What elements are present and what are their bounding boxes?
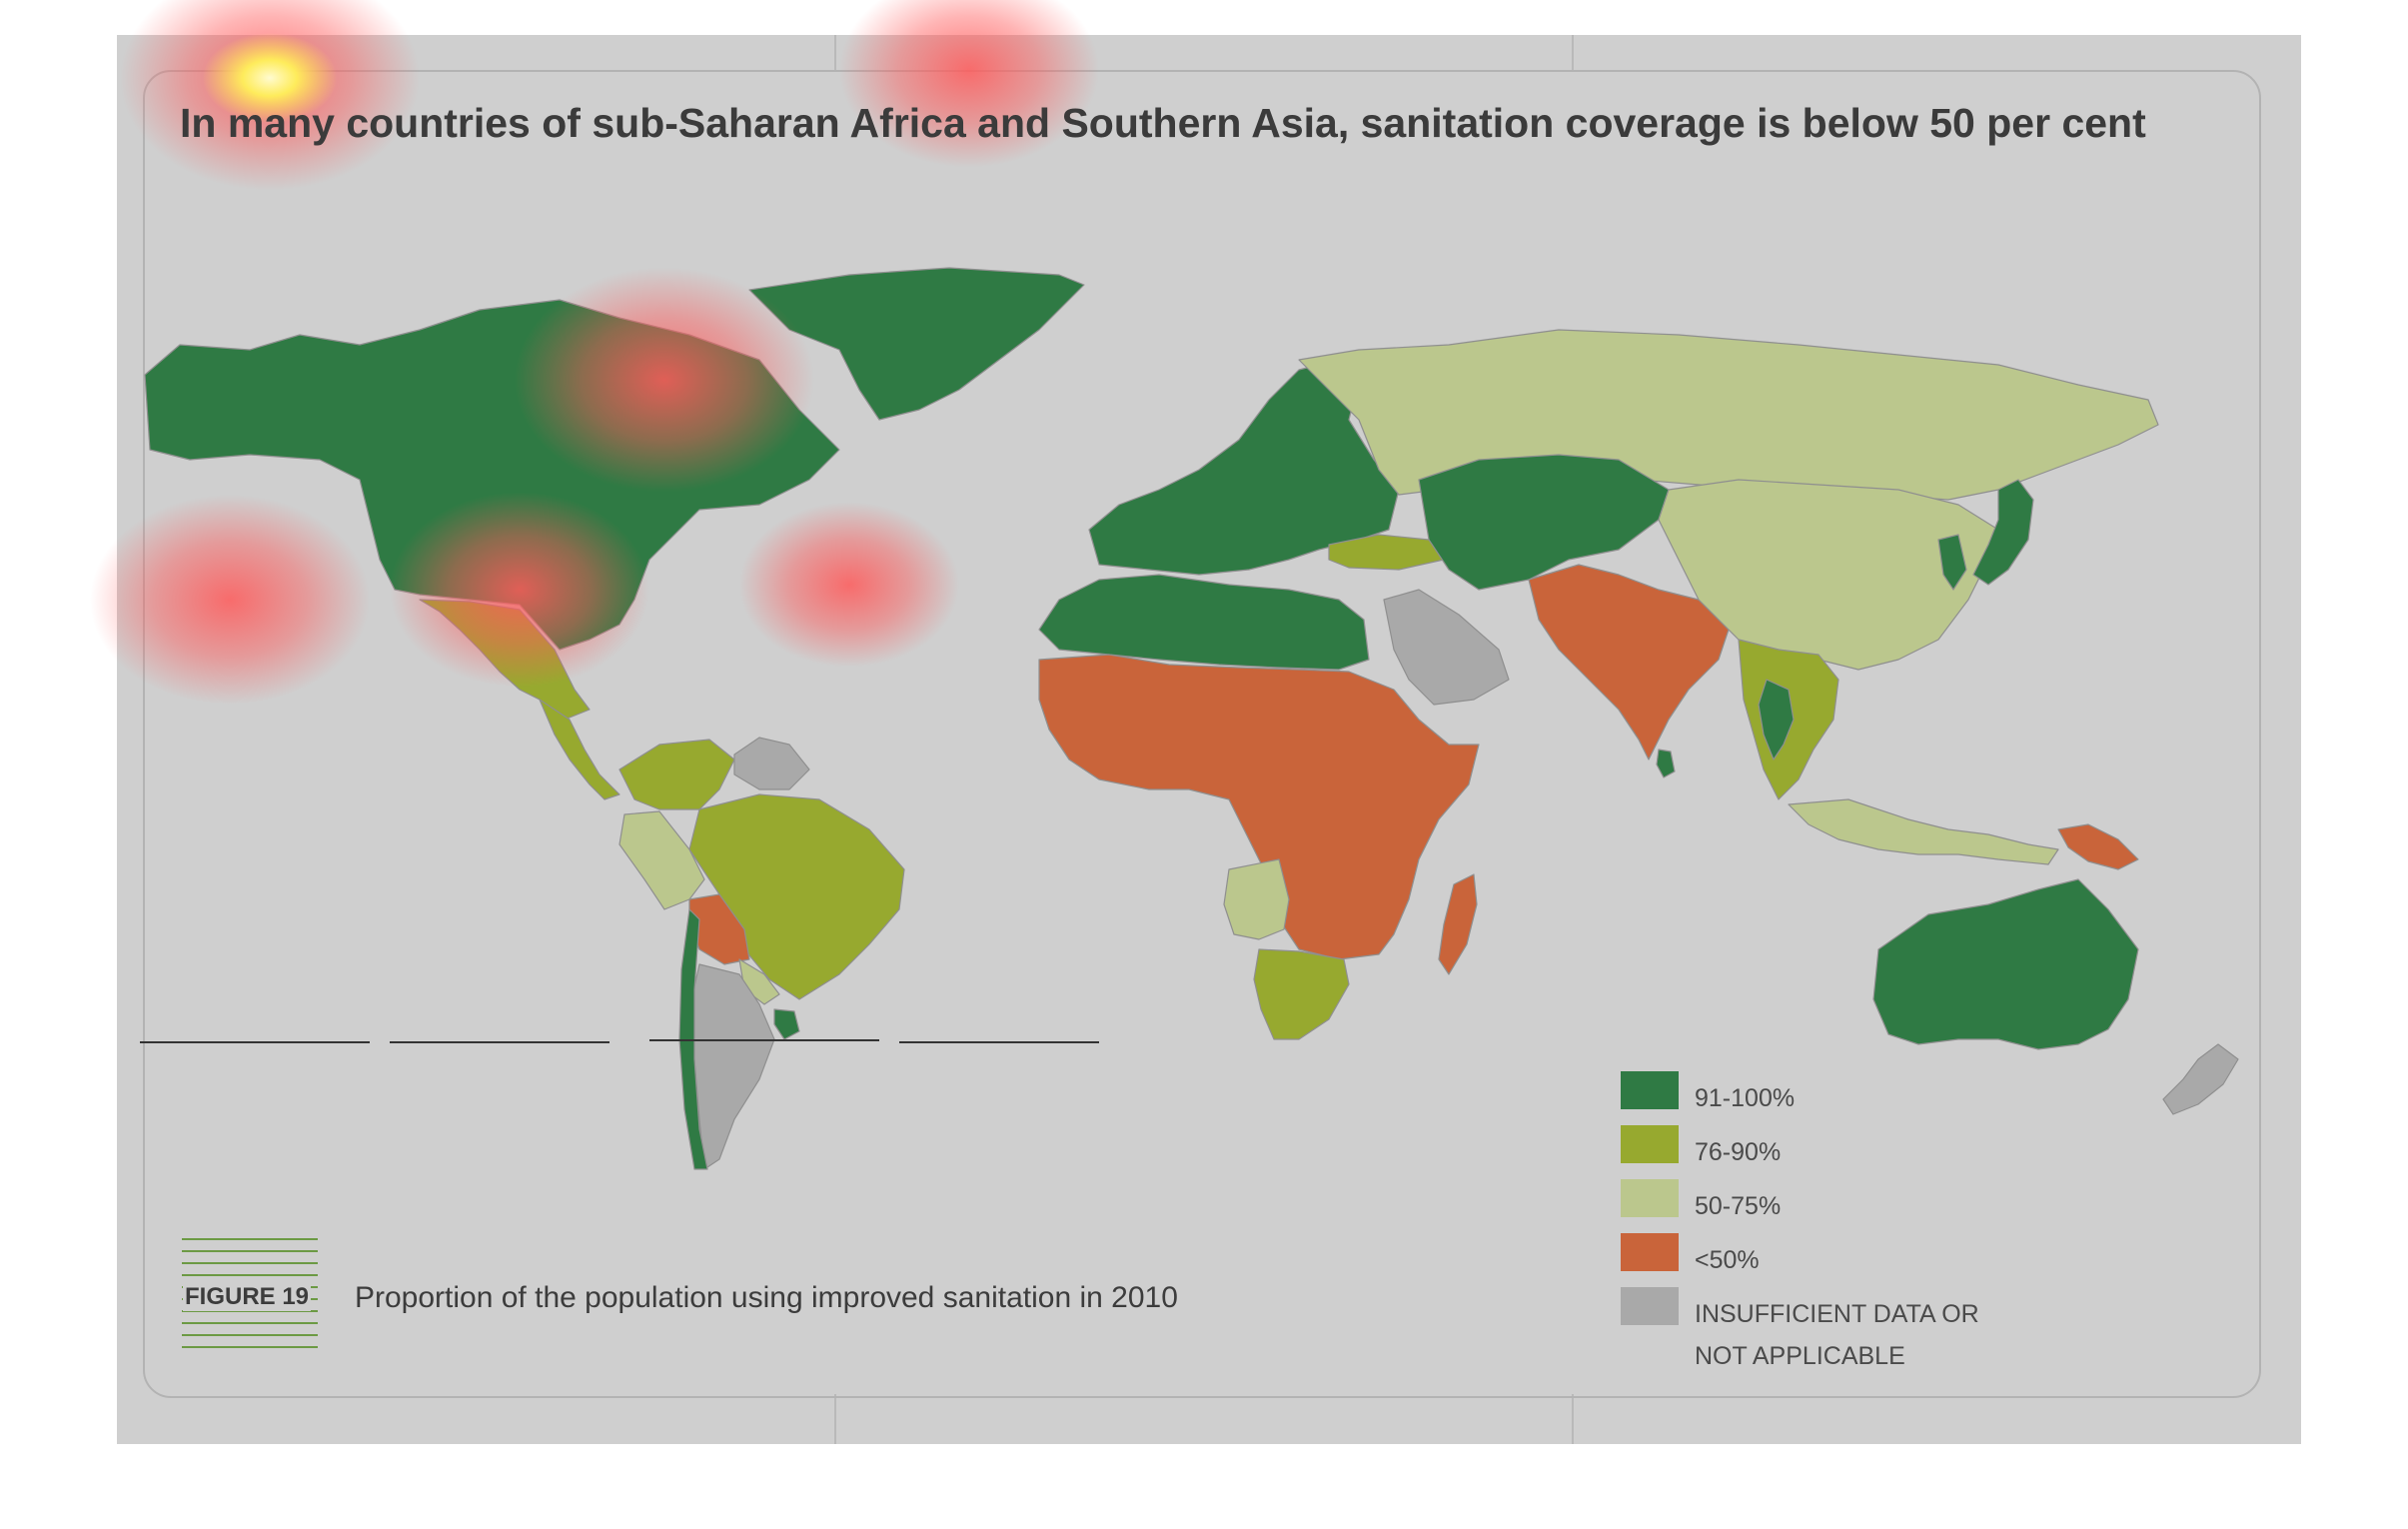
legend-label-line: NOT APPLICABLE bbox=[1695, 1342, 1905, 1370]
fold-line bbox=[1572, 35, 1574, 71]
region-south-africa bbox=[1253, 948, 1350, 1040]
region-new-zealand bbox=[2162, 1043, 2239, 1115]
heat-spot-title-right bbox=[839, 0, 1099, 168]
region-peru bbox=[618, 810, 705, 910]
legend-item-verylow: <50% bbox=[1621, 1229, 2140, 1283]
region-brazil bbox=[688, 793, 905, 1000]
map-title: In many countries of sub-Saharan Africa … bbox=[180, 100, 2146, 146]
region-sub-saharan-africa bbox=[1038, 654, 1480, 960]
region-central-america bbox=[539, 699, 620, 800]
legend-label-line: INSUFFICIENT DATA OR bbox=[1695, 1300, 1979, 1328]
fold-line bbox=[834, 1394, 836, 1444]
region-angola-namibia bbox=[1223, 858, 1290, 940]
region-china-mongolia bbox=[1658, 479, 1999, 671]
legend-swatch bbox=[1621, 1233, 1679, 1271]
region-indonesia bbox=[1788, 798, 2059, 865]
heat-spot-pacific bbox=[90, 495, 370, 705]
region-australia bbox=[1872, 878, 2139, 1050]
region-uruguay bbox=[773, 1008, 800, 1040]
region-south-asia bbox=[1528, 564, 1730, 761]
region-papua-new-guinea bbox=[2057, 823, 2139, 870]
region-sri-lanka bbox=[1656, 749, 1676, 778]
legend: 91-100% 76-90% 50-75% <50% INSUFFICIENT … bbox=[1621, 1067, 2140, 1373]
region-russia bbox=[1298, 329, 2159, 501]
legend-item-low: 50-75% bbox=[1621, 1175, 2140, 1229]
legend-label: 76-90% bbox=[1695, 1138, 1782, 1166]
region-europe bbox=[1088, 359, 1400, 576]
region-greenland bbox=[748, 267, 1085, 421]
heat-spot-atlantic bbox=[739, 502, 959, 668]
region-turkey bbox=[1328, 534, 1445, 571]
legend-swatch bbox=[1621, 1179, 1679, 1217]
region-madagascar bbox=[1438, 873, 1478, 975]
region-thailand bbox=[1758, 679, 1795, 761]
legend-label: <50% bbox=[1695, 1246, 1760, 1274]
figure-number: FIGURE 19 bbox=[183, 1283, 312, 1311]
region-arabia bbox=[1383, 589, 1510, 706]
legend-label: 50-75% bbox=[1695, 1192, 1782, 1220]
legend-item-mid: 76-90% bbox=[1621, 1121, 2140, 1175]
legend-swatch bbox=[1621, 1125, 1679, 1163]
legend-item-nodata: INSUFFICIENT DATA OR NOT APPLICABLE bbox=[1621, 1283, 2140, 1373]
region-colombia-venezuela bbox=[618, 739, 735, 810]
figure-panel bbox=[143, 70, 2261, 1398]
figure-caption: Proportion of the population using impro… bbox=[355, 1281, 1178, 1314]
region-guianas bbox=[733, 737, 810, 790]
heat-spot-title-left-core bbox=[202, 33, 338, 123]
heat-spot-usa bbox=[390, 492, 649, 688]
region-north-africa bbox=[1038, 574, 1370, 671]
heat-spot-canada bbox=[515, 267, 814, 493]
legend-label: 91-100% bbox=[1695, 1084, 1796, 1112]
region-japan-korea bbox=[1937, 479, 2034, 591]
legend-swatch bbox=[1621, 1287, 1679, 1325]
fold-line bbox=[834, 35, 836, 71]
equator-dash-lines bbox=[140, 1039, 1099, 1043]
fold-line bbox=[1572, 1394, 1574, 1444]
legend-label-nodata: INSUFFICIENT DATA OR NOT APPLICABLE bbox=[1695, 1293, 1979, 1377]
legend-item-high: 91-100% bbox=[1621, 1067, 2140, 1121]
region-central-asia bbox=[1418, 454, 1670, 591]
legend-swatch bbox=[1621, 1071, 1679, 1109]
